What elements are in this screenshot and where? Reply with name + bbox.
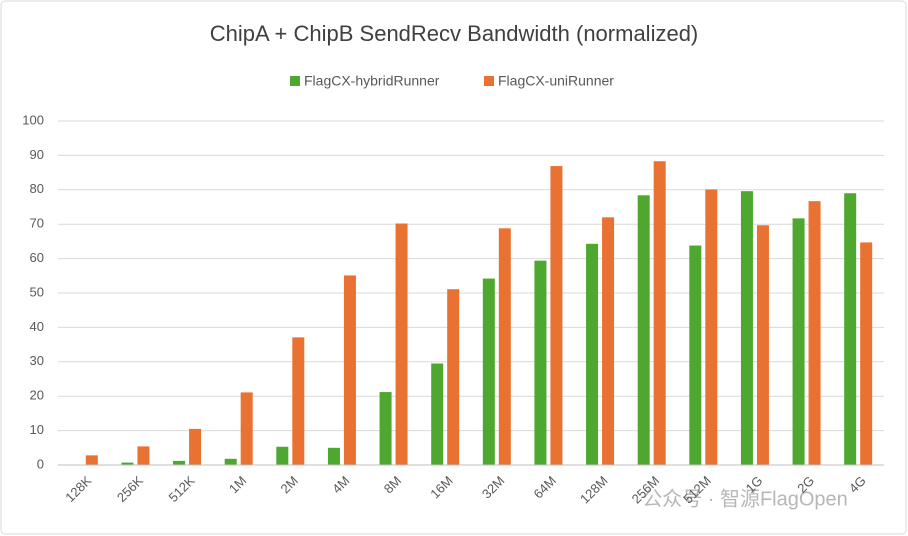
bar — [705, 189, 718, 465]
bar — [447, 289, 460, 465]
watermark: 公众号 · 智源FlagOpen — [642, 487, 848, 510]
bar — [653, 161, 666, 466]
bar — [431, 363, 444, 465]
bar — [240, 392, 253, 465]
y-tick-label: 20 — [30, 388, 44, 403]
bar — [844, 193, 857, 466]
bar — [498, 228, 511, 465]
legend-label: FlagCX-hybridRunner — [304, 73, 440, 89]
y-tick-label: 90 — [30, 147, 44, 162]
y-tick-label: 10 — [30, 422, 44, 437]
y-tick-label: 30 — [30, 353, 44, 368]
y-tick-label: 80 — [30, 181, 44, 196]
bar — [137, 446, 150, 465]
y-tick-label: 70 — [30, 216, 44, 231]
bar — [602, 217, 615, 465]
bar — [173, 460, 186, 465]
bar — [121, 462, 134, 465]
bar — [740, 191, 753, 465]
y-tick-label: 40 — [30, 319, 44, 334]
bar — [482, 278, 495, 465]
bar — [808, 201, 821, 466]
bar — [586, 243, 599, 465]
legend-swatch — [484, 76, 494, 86]
y-tick-label: 60 — [30, 250, 44, 265]
bar — [379, 392, 392, 465]
bar — [550, 166, 563, 465]
chart-title: ChipA + ChipB SendRecv Bandwidth (normal… — [210, 21, 699, 46]
bar — [292, 337, 305, 465]
bar — [85, 455, 98, 465]
bar — [689, 245, 702, 465]
legend-label: FlagCX-uniRunner — [498, 73, 614, 89]
bar — [224, 458, 237, 465]
bar — [327, 447, 340, 465]
bar — [534, 260, 547, 465]
y-tick-label: 50 — [30, 284, 44, 299]
bar — [860, 242, 873, 465]
bar — [792, 218, 805, 465]
y-tick-label: 100 — [22, 112, 44, 127]
y-tick-label: 0 — [37, 456, 44, 471]
bar — [343, 275, 356, 465]
bar — [189, 428, 202, 465]
legend-swatch — [290, 76, 300, 86]
bar — [276, 446, 289, 465]
bar — [395, 223, 408, 465]
bar — [637, 195, 650, 465]
bar — [756, 225, 769, 465]
